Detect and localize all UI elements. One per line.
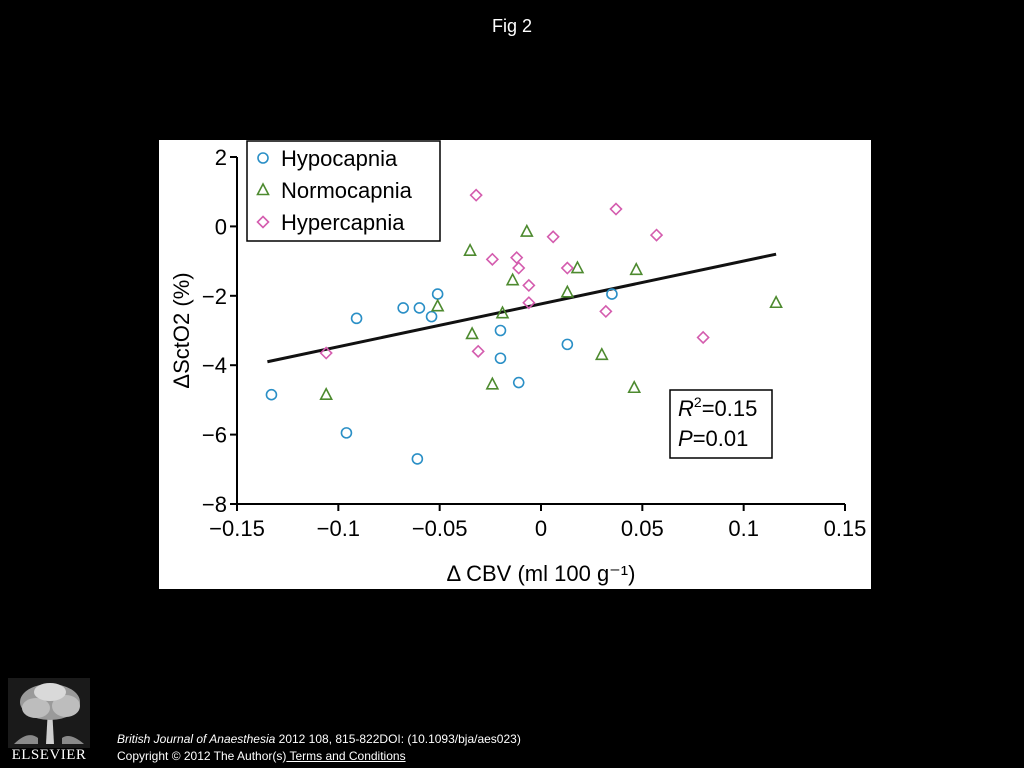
data-point-hypocapnia bbox=[561, 338, 574, 351]
stats-box bbox=[669, 389, 773, 459]
data-point-hypocapnia bbox=[494, 324, 507, 337]
legend-marker-normocapnia bbox=[256, 182, 270, 196]
data-point-hypocapnia bbox=[494, 352, 507, 365]
legend-label-hypocapnia: Hypocapnia bbox=[281, 146, 398, 171]
citation-block: British Journal of Anaesthesia 2012 108,… bbox=[117, 731, 521, 765]
y-tick-label: −4 bbox=[202, 353, 227, 378]
citation-line: British Journal of Anaesthesia 2012 108,… bbox=[117, 731, 521, 748]
data-point-normocapnia bbox=[560, 284, 575, 298]
data-point-hypocapnia bbox=[512, 376, 525, 389]
y-axis-label: ΔSctO2 (%) bbox=[169, 272, 194, 388]
data-point-normocapnia bbox=[519, 223, 534, 237]
data-point-hypocapnia bbox=[413, 302, 426, 314]
data-point-hypercapnia bbox=[319, 346, 333, 360]
data-point-hypocapnia bbox=[340, 427, 353, 439]
legend-box bbox=[246, 140, 441, 242]
journal-name: British Journal of Anaesthesia bbox=[117, 732, 276, 746]
elsevier-tree-icon bbox=[8, 678, 90, 748]
data-point-hypercapnia bbox=[649, 228, 664, 242]
data-point-hypercapnia bbox=[510, 250, 524, 265]
data-point-hypocapnia bbox=[265, 388, 278, 401]
data-point-hypercapnia bbox=[469, 188, 483, 202]
copyright-line: Copyright © 2012 The Author(s) Terms and… bbox=[117, 748, 521, 765]
figure-title: Fig 2 bbox=[491, 16, 533, 36]
citation-details: 2012 108, 815-822DOI: (10.1093/bja/aes02… bbox=[275, 732, 521, 746]
data-point-normocapnia bbox=[629, 262, 644, 276]
data-point-hypercapnia bbox=[471, 344, 485, 358]
y-tick-label: 0 bbox=[215, 214, 227, 239]
data-point-hypocapnia bbox=[431, 288, 444, 300]
x-tick-label: 0.15 bbox=[824, 516, 867, 541]
data-point-hypercapnia bbox=[522, 278, 536, 293]
x-axis-label: Δ CBV (ml 100 g⁻¹) bbox=[447, 561, 636, 586]
scatter-chart: −0.15 −0.1 −0.05 0 0.05 0.1 0.15 −8 −6 −4 −2 0 2 Δ CB… bbox=[169, 140, 867, 586]
x-tick-label: 0 bbox=[535, 516, 547, 541]
data-point-hypocapnia bbox=[350, 312, 363, 325]
data-point-hypercapnia bbox=[609, 202, 623, 216]
data-point-normocapnia bbox=[769, 295, 783, 309]
data-point-hypocapnia bbox=[397, 302, 409, 314]
data-point-hypocapnia bbox=[425, 310, 438, 323]
data-point-normocapnia bbox=[570, 260, 585, 274]
chart-panel: −0.15 −0.1 −0.05 0 0.05 0.1 0.15 −8 −6 −4 −2 0 2 Δ CB… bbox=[159, 140, 871, 589]
data-point-hypercapnia bbox=[522, 296, 536, 310]
legend-marker-hypercapnia bbox=[256, 215, 270, 229]
data-point-normocapnia bbox=[495, 305, 510, 319]
data-point-hypocapnia bbox=[411, 453, 424, 465]
data-point-hypercapnia bbox=[512, 261, 526, 275]
x-tick-label: 0.1 bbox=[728, 516, 759, 541]
terms-and-conditions-link[interactable]: Terms and Conditions bbox=[286, 749, 406, 763]
data-point-hypercapnia bbox=[696, 330, 710, 345]
data-point-normocapnia bbox=[505, 272, 520, 286]
data-point-hypercapnia bbox=[599, 304, 613, 319]
legend-label-normocapnia: Normocapnia bbox=[281, 178, 413, 203]
data-point-normocapnia bbox=[627, 380, 642, 394]
legend-marker-hypocapnia bbox=[257, 152, 269, 164]
r-squared-text: R2=0.15 bbox=[678, 394, 757, 421]
y-tick-label: −2 bbox=[202, 284, 227, 309]
x-tick-label: −0.15 bbox=[209, 516, 265, 541]
x-tick-label: −0.1 bbox=[317, 516, 360, 541]
data-point-normocapnia bbox=[594, 347, 609, 361]
data-point-normocapnia bbox=[465, 326, 479, 340]
y-tick-label: 2 bbox=[215, 145, 227, 170]
data-point-normocapnia bbox=[319, 386, 333, 400]
legend-label-hypercapnia: Hypercapnia bbox=[281, 210, 405, 235]
data-point-normocapnia bbox=[430, 298, 445, 312]
x-tick-label: −0.05 bbox=[412, 516, 468, 541]
data-point-hypercapnia bbox=[546, 230, 560, 244]
data-point-hypercapnia bbox=[485, 252, 499, 266]
data-point-normocapnia bbox=[485, 376, 500, 390]
copyright-text: Copyright © 2012 The Author(s) bbox=[117, 749, 287, 763]
p-value-text: P=0.01 bbox=[678, 426, 748, 451]
data-point-hypocapnia bbox=[606, 288, 618, 300]
publisher-wordmark: ELSEVIER bbox=[11, 747, 87, 763]
x-tick-label: 0.05 bbox=[621, 516, 664, 541]
data-point-hypercapnia bbox=[560, 261, 574, 275]
publisher-logo: ELSEVIER bbox=[8, 678, 90, 766]
y-tick-label: −8 bbox=[202, 492, 227, 517]
y-tick-label: −6 bbox=[202, 423, 227, 448]
data-point-normocapnia bbox=[463, 242, 477, 256]
regression-line bbox=[267, 252, 777, 364]
